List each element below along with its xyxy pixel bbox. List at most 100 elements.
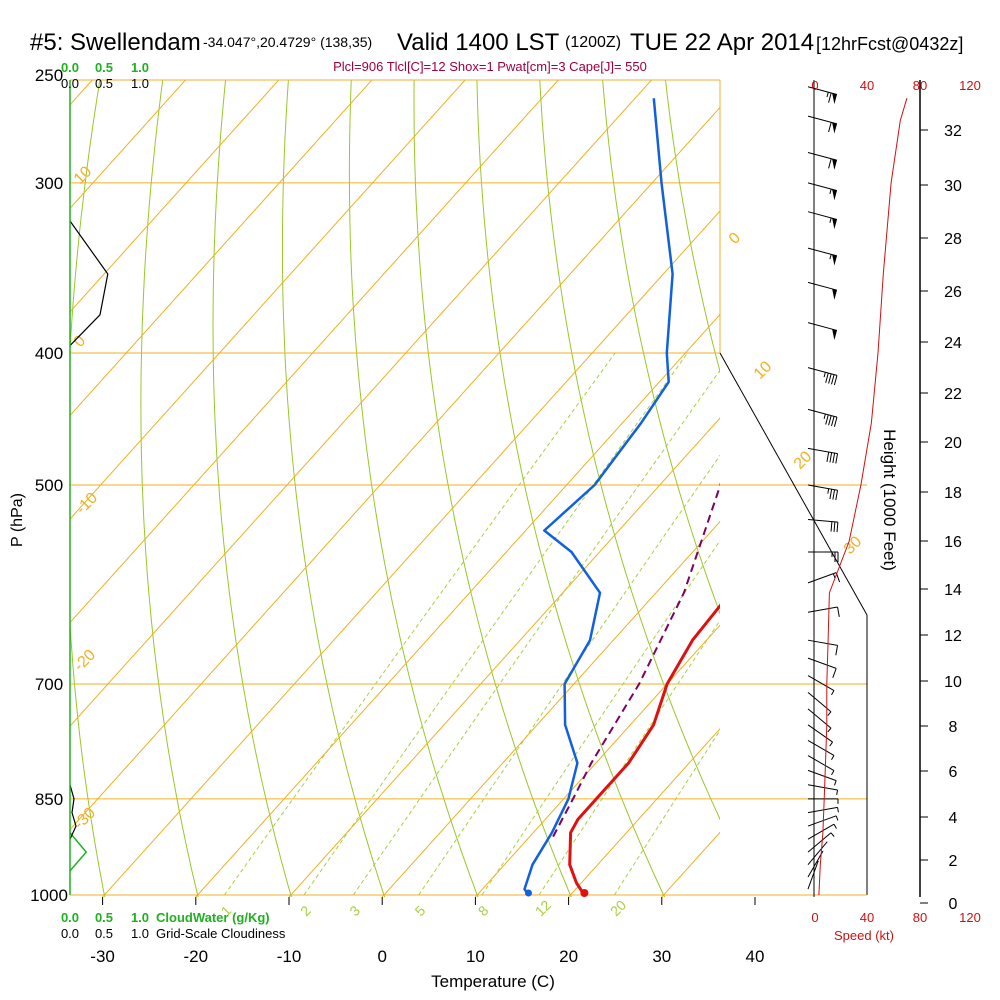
isotherm-label: -10 bbox=[73, 489, 101, 517]
height-tick-label: 16 bbox=[944, 534, 962, 551]
cloudwater-scale-bottom: 0.0 bbox=[61, 910, 79, 925]
wind-barb bbox=[807, 86, 838, 105]
sounding-params: Plcl=906 Tlcl[C]=12 Shox=1 Pwat[cm]=3 Ca… bbox=[333, 59, 647, 74]
height-tick-label: 4 bbox=[949, 810, 958, 827]
dewpoint-trace bbox=[523, 98, 674, 896]
cloudiness-scale-bottom: 0.5 bbox=[95, 926, 113, 941]
wind-barb bbox=[807, 657, 837, 678]
dry-adiabat-line bbox=[282, 80, 386, 897]
wind-barb bbox=[807, 675, 835, 696]
isotherm-line bbox=[288, 417, 720, 897]
dry-adiabat-line bbox=[348, 80, 479, 897]
isotherm-line bbox=[70, 80, 653, 727]
wind-barb bbox=[807, 115, 838, 134]
speed-scale-top: 120 bbox=[959, 78, 981, 93]
height-tick-label: 24 bbox=[944, 335, 962, 352]
station-coords: -34.047°,20.4729° (138,35) bbox=[203, 34, 372, 50]
surface-dewpoint-point bbox=[524, 889, 532, 897]
dry-adiabat-line bbox=[212, 80, 292, 897]
right-frame-diagonal bbox=[719, 352, 868, 616]
wind-barb bbox=[807, 841, 828, 865]
dry-adiabat-line bbox=[413, 80, 572, 897]
wind-barb bbox=[807, 211, 838, 230]
height-tick-label: 32 bbox=[944, 123, 962, 140]
wind-barb bbox=[807, 850, 824, 878]
wind-barb bbox=[807, 639, 839, 656]
x-tick-label: -10 bbox=[277, 947, 302, 966]
x-tick-label: 30 bbox=[652, 947, 671, 966]
height-tick-label: 14 bbox=[944, 582, 962, 599]
wind-barb bbox=[807, 823, 837, 840]
wind-barb bbox=[808, 551, 839, 563]
isotherm-line bbox=[70, 80, 466, 520]
pressure-tick-label: 400 bbox=[35, 344, 63, 363]
wind-barb bbox=[807, 755, 835, 776]
x-tick-label: 20 bbox=[559, 947, 578, 966]
height-axis-label: Height (1000 Feet) bbox=[880, 429, 899, 571]
isotherm-line bbox=[102, 210, 720, 897]
valid-time: Valid 1400 LST bbox=[397, 29, 560, 56]
cloudiness-scale-top: 0.5 bbox=[95, 76, 113, 91]
mixing-ratio-line bbox=[303, 352, 688, 896]
wind-barb bbox=[807, 860, 819, 890]
isotherm-line bbox=[70, 80, 280, 313]
cloudiness-scale-top: 1.0 bbox=[131, 76, 149, 91]
cloudiness-profile bbox=[69, 220, 109, 347]
cloudiness-scale-bottom: 1.0 bbox=[131, 926, 149, 941]
mixing-ratio-line bbox=[352, 369, 720, 896]
wind-barb bbox=[807, 724, 833, 747]
pressure-tick-label: 700 bbox=[35, 675, 63, 694]
cloudiness-scale-label: Grid-Scale Cloudiness bbox=[156, 926, 286, 941]
wind-barb bbox=[807, 606, 840, 617]
surface-temperature-point bbox=[580, 889, 589, 897]
dry-adiabat-line bbox=[476, 80, 666, 897]
wind-barb bbox=[808, 798, 839, 804]
cloudwater-scale-top: 0.0 bbox=[61, 60, 79, 75]
height-tick-label: 0 bbox=[949, 896, 958, 913]
x-tick-label: -20 bbox=[184, 947, 209, 966]
speed-scale-bottom: 40 bbox=[860, 910, 874, 925]
isotherm-label: 10 bbox=[751, 358, 776, 383]
wind-speed-profile bbox=[818, 98, 908, 896]
mixing-ratio-label: 12 bbox=[532, 897, 554, 919]
speed-scale-bottom: 0 bbox=[811, 910, 818, 925]
isotherm-line bbox=[0, 0, 71, 897]
speed-scale-bottom: 120 bbox=[959, 910, 981, 925]
isotherm-line bbox=[381, 520, 720, 897]
height-tick-label: 26 bbox=[944, 284, 962, 301]
isotherm-line bbox=[70, 80, 373, 417]
wind-barb bbox=[807, 484, 839, 501]
pressure-tick-label: 1000 bbox=[30, 886, 68, 905]
cloudwater-scale-bottom: 1.0 bbox=[131, 910, 149, 925]
pressure-tick-label: 500 bbox=[35, 476, 63, 495]
wind-barb bbox=[807, 247, 838, 266]
height-tick-label: 18 bbox=[944, 485, 962, 502]
zulu-time: (1200Z) bbox=[565, 34, 621, 51]
mixing-ratio-label: 8 bbox=[475, 902, 492, 919]
speed-scale-top: 80 bbox=[913, 78, 927, 93]
x-tick-label: 10 bbox=[466, 947, 485, 966]
dry-adiabat-line bbox=[664, 80, 720, 374]
mixing-ratio-line bbox=[418, 454, 720, 896]
x-tick-label: 40 bbox=[746, 947, 765, 966]
isotherm-line bbox=[568, 728, 720, 897]
pressure-tick-label: 850 bbox=[35, 790, 63, 809]
wind-barb bbox=[807, 322, 838, 341]
isotherm-line bbox=[755, 0, 1000, 897]
height-tick-label: 22 bbox=[944, 386, 962, 403]
pressure-tick-label: 300 bbox=[35, 174, 63, 193]
speed-scale-label: Speed (kt) bbox=[834, 928, 894, 943]
x-axis-label: Temperature (C) bbox=[431, 972, 555, 991]
isotherm-line bbox=[70, 80, 187, 210]
isotherm-line bbox=[195, 313, 720, 897]
height-tick-label: 8 bbox=[949, 719, 958, 736]
dry-adiabat-line bbox=[972, 51, 1000, 924]
wind-barb bbox=[807, 806, 839, 814]
isotherm-label: 20 bbox=[791, 448, 816, 473]
wind-barb bbox=[807, 784, 839, 796]
station-title: #5: Swellendam bbox=[30, 29, 201, 56]
wind-barb bbox=[807, 408, 838, 427]
cloudiness-low-profile bbox=[69, 784, 77, 840]
mixing-ratio-line bbox=[613, 729, 720, 896]
